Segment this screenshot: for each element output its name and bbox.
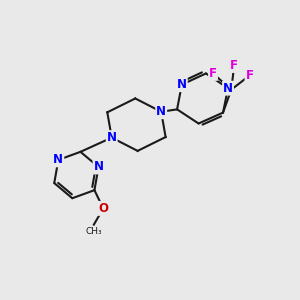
Text: N: N <box>107 131 117 144</box>
Text: F: F <box>209 67 217 80</box>
Text: O: O <box>98 202 108 215</box>
Text: CH₃: CH₃ <box>85 227 102 236</box>
Text: N: N <box>94 160 103 173</box>
Text: N: N <box>177 78 187 91</box>
Text: F: F <box>230 59 238 72</box>
Text: N: N <box>156 105 166 118</box>
Text: F: F <box>245 69 253 82</box>
Text: N: N <box>223 82 233 95</box>
Text: N: N <box>53 153 63 167</box>
